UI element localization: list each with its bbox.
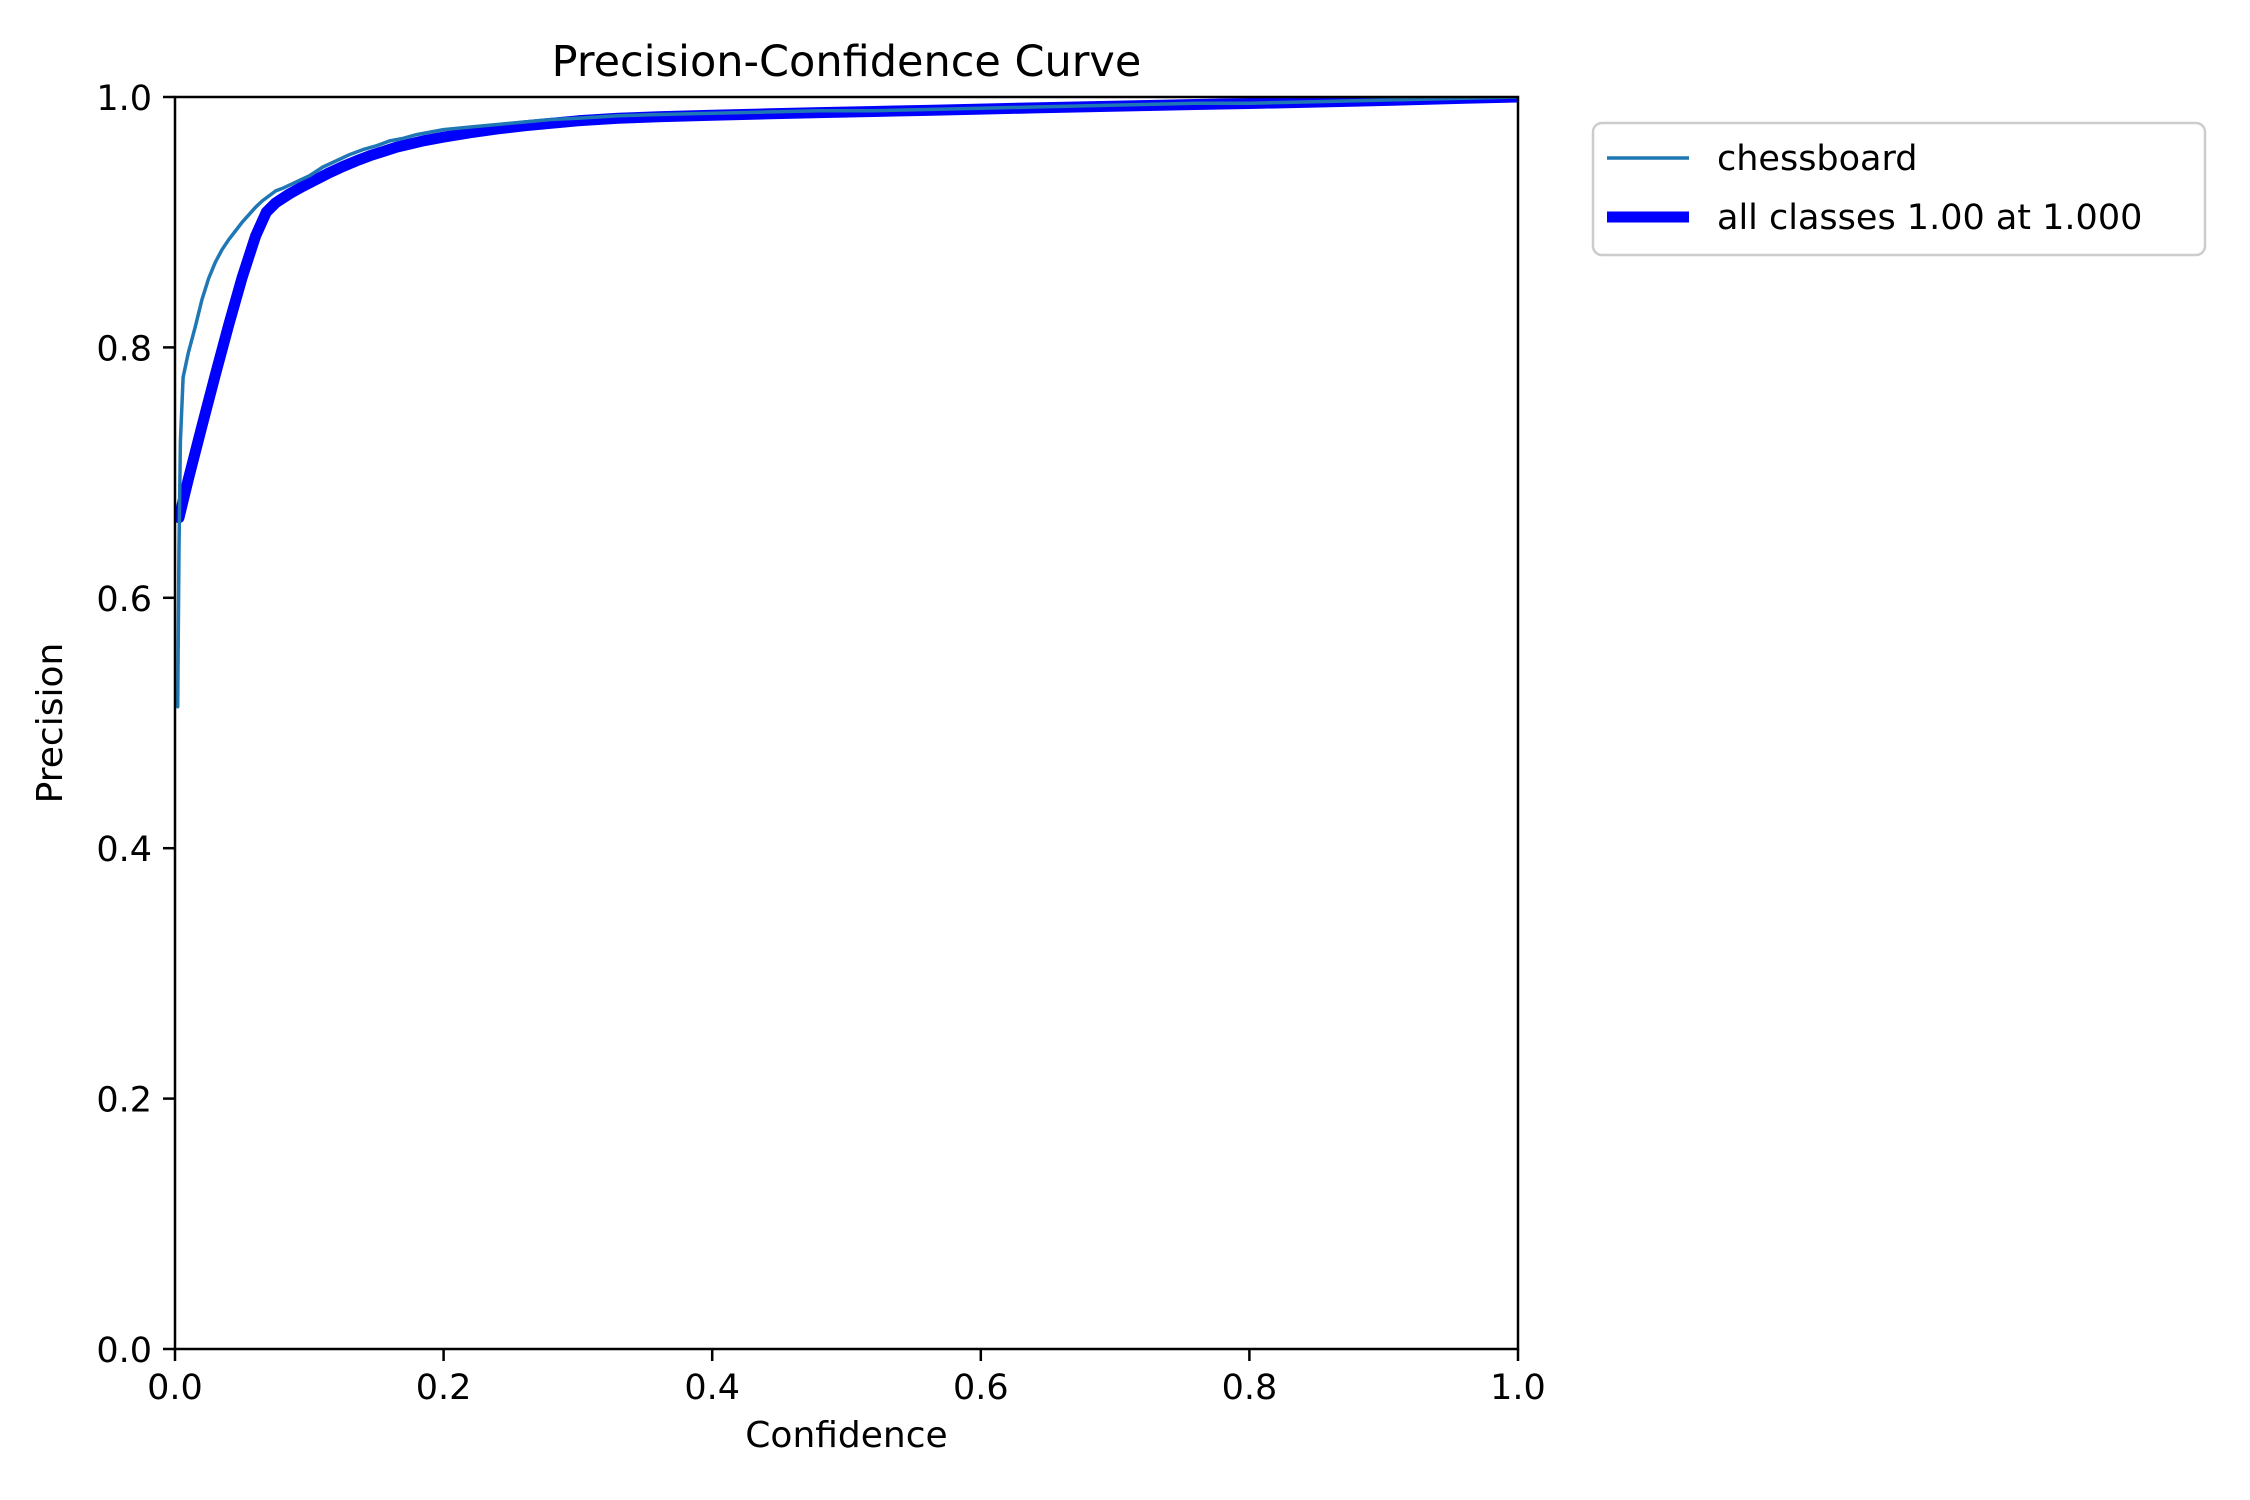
curve-all [175,97,1518,524]
legend: chessboard all classes 1.00 at 1.000 [1591,121,2207,257]
x-tick-label: 0.6 [953,1368,1009,1408]
ticks-group: 0.0 0.2 0.4 0.6 0.8 1.0 0.0 0.2 0.4 0.6 0.8 1.0 [96,79,1546,1408]
y-tick-label: 0.4 [96,830,152,870]
x-axis-label: Confidence [745,1415,947,1456]
x-tick-label: 0.0 [147,1368,203,1408]
legend-label-chessboard: chessboard [1717,139,1918,179]
y-axis-label: Precision [30,643,71,804]
x-tick-label: 0.8 [1222,1368,1278,1408]
y-tick-label: 0.8 [96,329,152,369]
plot-border [173,95,1520,1351]
x-tick-label: 0.4 [684,1368,740,1408]
y-tick-label: 0.0 [96,1331,152,1371]
y-tick-label: 1.0 [96,79,152,119]
x-tick-label: 1.0 [1490,1368,1546,1408]
x-tick-label: 0.2 [416,1368,472,1408]
legend-box [1591,121,2207,257]
chart-title: Precision-Confidence Curve [552,37,1142,87]
curve-chessboard [175,97,1518,709]
y-tick-label: 0.6 [96,580,152,620]
y-tick-label: 0.2 [96,1081,152,1121]
legend-label-all-classes: all classes 1.00 at 1.000 [1717,198,2142,238]
curves-group [175,97,1518,709]
